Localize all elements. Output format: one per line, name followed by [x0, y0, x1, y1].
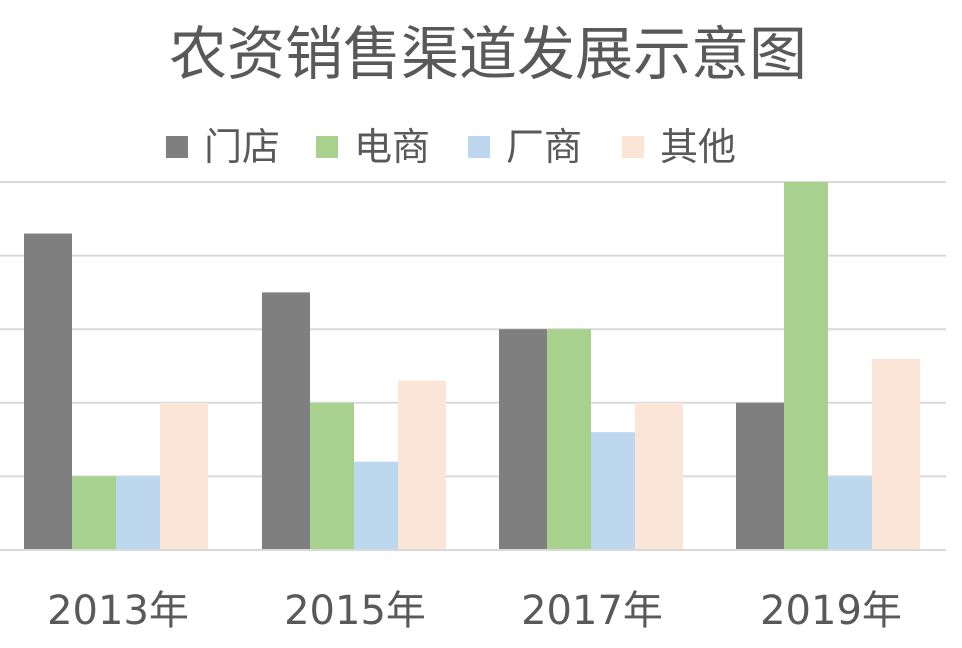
chart-title: 农资销售渠道发展示意图 [169, 20, 807, 88]
bar [262, 292, 310, 550]
bars [24, 182, 920, 550]
bar [499, 329, 547, 550]
legend: 门店 电商 厂商 其他 [166, 125, 736, 169]
x-tick-label: 2013年 [47, 588, 189, 634]
bar-group [499, 329, 683, 550]
legend-item: 电商 [316, 125, 430, 169]
bar-group [24, 233, 208, 550]
legend-label: 电商 [354, 125, 430, 169]
legend-swatch [316, 136, 338, 158]
bar [736, 402, 784, 550]
legend-item: 门店 [166, 125, 280, 169]
bar [72, 476, 116, 550]
bar-group [736, 182, 920, 550]
bar [591, 432, 635, 550]
legend-swatch [166, 136, 188, 158]
bar [310, 402, 354, 550]
x-tick-label: 2015年 [284, 588, 426, 634]
legend-item: 其他 [622, 125, 736, 169]
bar-group [262, 292, 446, 550]
legend-swatch [622, 136, 644, 158]
bar [354, 461, 398, 550]
x-tick-label: 2017年 [521, 588, 663, 634]
bar [547, 329, 591, 550]
bar [116, 476, 160, 550]
bar [398, 380, 446, 550]
bar [160, 402, 208, 550]
legend-item: 厂商 [468, 125, 582, 169]
bar [872, 358, 920, 550]
legend-label: 厂商 [506, 125, 582, 169]
legend-swatch [468, 136, 490, 158]
legend-label: 门店 [204, 125, 280, 169]
bar [784, 182, 828, 550]
x-axis-ticks: 2013年 2015年 2017年 2019年 [47, 588, 902, 634]
legend-label: 其他 [660, 125, 736, 169]
bar [635, 402, 683, 550]
x-tick-label: 2019年 [760, 588, 902, 634]
bar [828, 476, 872, 550]
bar [24, 233, 72, 550]
